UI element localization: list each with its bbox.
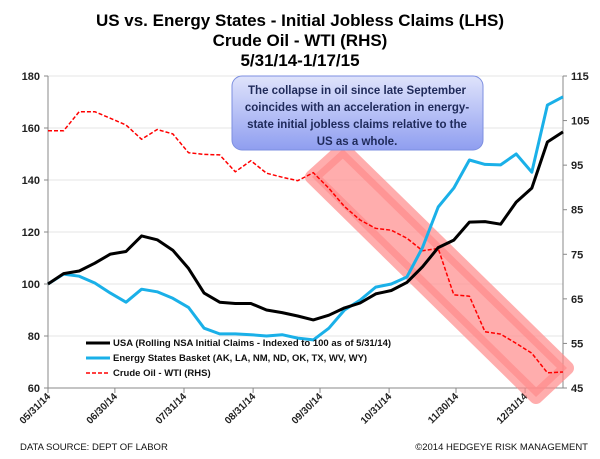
right-axis-tick-label: 65 [571,294,583,306]
chart-title-line-1: US vs. Energy States - Initial Jobless C… [96,11,504,30]
legend-label-energy: Energy States Basket (AK, LA, NM, ND, OK… [113,353,367,364]
x-axis-tick-label: 07/31/14 [154,391,190,427]
right-axis-tick-label: 85 [571,205,583,217]
x-axis-tick-label: 09/30/14 [290,391,326,427]
footer-source: DATA SOURCE: DEPT OF LABOR [20,442,168,453]
series-line-energy-states [47,95,564,342]
footer-copyright: ©2014 HEDGEYE RISK MANAGEMENT [415,442,588,453]
callout-line-3: state initial jobless claims relative to… [247,119,467,131]
left-axis-tick-label: 180 [22,71,40,83]
x-axis-tick-label: 11/30/14 [426,391,461,426]
right-axis-tick-label: 45 [571,383,583,395]
legend-label-oil: Crude Oil - WTI (RHS) [113,368,211,379]
right-axis-tick-label: 115 [571,71,589,83]
left-axis-tick-label: 140 [22,175,40,187]
x-axis-tick-label: 06/30/14 [85,391,121,427]
chart-title-line-2: Crude Oil - WTI (RHS) [213,31,388,50]
legend: USA (Rolling NSA Initial Claims - Indexe… [86,338,391,379]
chart-title-line-3: 5/31/14-1/17/15 [240,51,359,70]
left-axis-tick-label: 100 [22,279,40,291]
left-axis-tick-label: 80 [28,331,40,343]
left-axis-tick-label: 60 [28,383,40,395]
right-axis-tick-label: 105 [571,116,589,128]
left-axis-tick-label: 160 [22,123,40,135]
x-axis-tick-label: 08/31/14 [223,391,259,427]
series-line-usa [47,130,564,322]
series-lines [47,95,564,374]
right-axis-tick-label: 55 [571,338,583,350]
callout-line-2: coincides with an acceleration in energy… [245,102,469,114]
x-axis-tick-label: 12/31/14 [495,391,531,427]
left-axis-tick-label: 120 [22,227,40,239]
callout-box: The collapse in oil since late September… [231,75,484,151]
legend-label-usa: USA (Rolling NSA Initial Claims - Indexe… [113,338,391,349]
callout-line-1: The collapse in oil since late September [248,85,466,97]
right-axis-tick-label: 95 [571,160,583,172]
x-axis-tick-label: 05/31/14 [18,391,54,427]
x-axis-tick-label: 10/31/14 [359,391,395,427]
callout-line-4: US as a whole. [317,136,398,148]
right-axis-tick-label: 75 [571,249,583,261]
